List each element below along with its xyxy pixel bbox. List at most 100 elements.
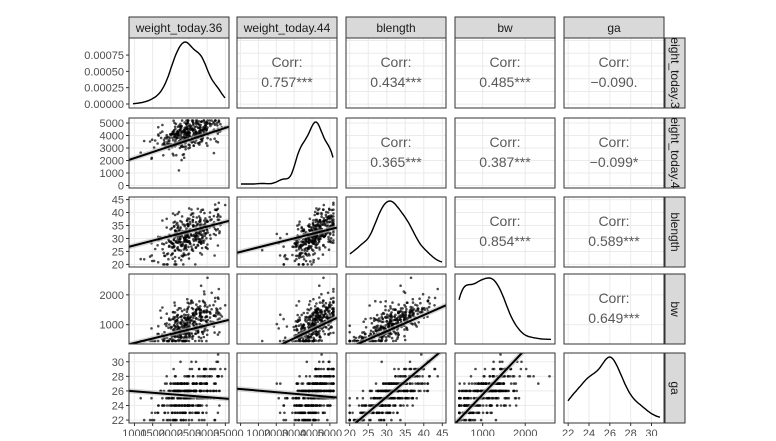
data-point [180, 144, 183, 148]
data-point [165, 322, 168, 325]
data-point [320, 382, 323, 385]
data-point [325, 210, 328, 214]
data-point [161, 396, 164, 400]
data-point [433, 367, 437, 371]
data-point [329, 231, 332, 235]
data-point [279, 382, 282, 385]
data-point [494, 396, 498, 400]
data-point [171, 310, 175, 314]
data-point [297, 339, 301, 343]
data-point [200, 120, 203, 123]
data-point [195, 382, 199, 385]
data-point [396, 335, 400, 339]
data-point [330, 312, 334, 315]
x-tick-label: 24 [583, 428, 595, 436]
data-point [168, 133, 172, 136]
data-point [212, 389, 216, 393]
data-point [194, 332, 198, 335]
y-tick-label: 0.00025 [84, 83, 124, 95]
data-point [171, 382, 175, 385]
data-point [296, 227, 300, 231]
data-point [216, 244, 220, 247]
data-point [396, 331, 400, 335]
panel-0-0 [128, 37, 230, 109]
data-point [312, 404, 315, 407]
data-point [173, 260, 177, 263]
data-point [379, 300, 382, 304]
corr-label: Corr: [489, 213, 520, 229]
data-point [332, 215, 335, 218]
corr-label: Corr: [598, 54, 629, 70]
data-point [413, 322, 417, 325]
data-point [491, 375, 495, 378]
data-point [311, 222, 315, 226]
column-strip [128, 16, 230, 39]
data-point [166, 252, 170, 255]
y-tick-label: 35 [112, 221, 124, 233]
data-point [300, 382, 304, 385]
data-point [390, 418, 393, 422]
data-point [312, 318, 315, 322]
data-point [498, 389, 501, 393]
data-point [167, 135, 170, 139]
data-point [393, 404, 396, 407]
data-point [396, 310, 400, 313]
panel-4-4 [563, 352, 665, 424]
data-point [179, 360, 182, 364]
data-point [187, 332, 191, 336]
panel-border [236, 117, 338, 189]
column-strip [236, 16, 338, 39]
data-point [348, 396, 352, 400]
data-point [162, 154, 165, 157]
data-point [195, 223, 199, 226]
data-point [323, 389, 327, 393]
data-point [150, 138, 154, 141]
data-point [394, 318, 398, 322]
data-point [180, 215, 184, 218]
data-point [172, 119, 175, 122]
data-point [464, 396, 468, 400]
data-point [330, 382, 334, 385]
data-point [206, 220, 209, 223]
data-point [213, 418, 217, 422]
data-point [408, 382, 412, 385]
data-point [161, 123, 164, 127]
data-point [436, 375, 440, 378]
data-point [405, 327, 409, 330]
data-point [196, 411, 200, 415]
data-point [179, 240, 182, 244]
data-point [299, 246, 303, 249]
data-point [194, 389, 197, 393]
data-point [402, 314, 405, 318]
data-point [327, 404, 330, 407]
data-point [323, 332, 327, 336]
panel-2-2 [345, 196, 447, 268]
data-point [176, 411, 180, 415]
data-point [217, 119, 221, 122]
data-point [306, 308, 309, 311]
data-point [314, 309, 318, 312]
data-point [329, 297, 333, 301]
data-point [301, 411, 304, 415]
data-point [318, 235, 322, 239]
data-point [321, 253, 325, 256]
data-point [369, 396, 373, 400]
data-point [328, 309, 331, 313]
data-point [161, 219, 164, 222]
y-tick-label: 0.00075 [84, 50, 124, 62]
data-point [400, 389, 403, 393]
data-point [318, 296, 321, 299]
data-point [162, 263, 165, 266]
data-point [202, 290, 206, 293]
data-point [295, 382, 299, 385]
data-point [312, 258, 316, 262]
data-point [156, 339, 160, 343]
x-tick-label: 2000 [513, 428, 537, 436]
data-point [153, 411, 157, 415]
data-point [171, 138, 175, 142]
data-point [472, 396, 476, 400]
data-point [205, 128, 208, 132]
data-point [436, 287, 440, 291]
data-point [153, 139, 157, 142]
data-point [162, 251, 165, 255]
